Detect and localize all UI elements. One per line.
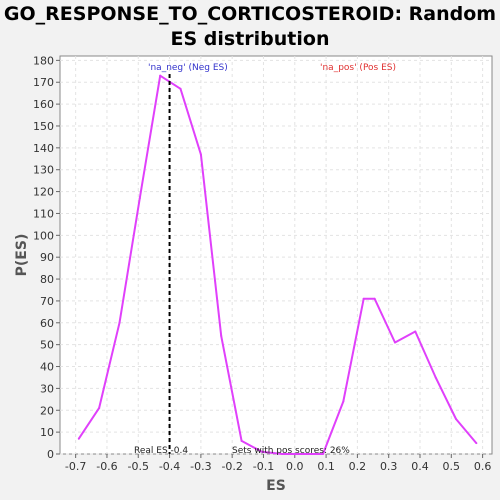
y-tick-label: 160: [33, 98, 54, 111]
x-tick-label: -0.5: [128, 460, 149, 473]
x-tick-label: -0.6: [96, 460, 117, 473]
series-point: [342, 400, 345, 403]
x-tick-label: 0.5: [443, 460, 461, 473]
x-tick-label: 0.3: [380, 460, 398, 473]
series-point: [240, 439, 243, 442]
real-es-label: Real ES -0.4: [134, 446, 188, 456]
series-point: [179, 87, 182, 90]
series-point: [118, 321, 121, 324]
series-point: [434, 376, 437, 379]
chart-title-line-1: GO_RESPONSE_TO_CORTICOSTEROID: Random: [3, 3, 497, 25]
series-layer: [77, 74, 478, 455]
y-tick-label: 170: [33, 76, 54, 89]
series-point: [199, 153, 202, 156]
y-tick-label: 120: [33, 186, 54, 199]
x-axis-label: ES: [266, 478, 286, 494]
y-tick-label: 180: [33, 54, 54, 67]
series-point: [98, 407, 101, 410]
series-point: [301, 453, 304, 455]
y-tick-label: 130: [33, 164, 54, 177]
x-tick-label: 0.6: [474, 460, 492, 473]
series-point: [373, 297, 376, 300]
x-tick-label: -0.3: [190, 460, 211, 473]
neg-es-label: 'na_neg' (Neg ES): [148, 63, 228, 73]
y-tick-label: 40: [40, 361, 54, 374]
y-tick-label: 10: [40, 426, 54, 439]
series-point: [281, 453, 284, 455]
x-tick-label: 0.1: [317, 460, 335, 473]
x-tick-label: 0.0: [286, 460, 304, 473]
plot-area: [59, 55, 493, 455]
series-point: [393, 341, 396, 344]
series-point: [475, 442, 478, 445]
y-tick-label: 140: [33, 142, 54, 155]
series-point: [260, 450, 263, 453]
chart-title: GO_RESPONSE_TO_CORTICOSTEROID: Random ES…: [0, 2, 500, 52]
y-tick-label: 100: [33, 229, 54, 242]
grid: [60, 56, 492, 455]
y-tick-label: 90: [40, 251, 54, 264]
series-point: [321, 453, 324, 455]
series-point: [414, 330, 417, 333]
y-tick-label: 70: [40, 295, 54, 308]
y-tick-label: 50: [40, 339, 54, 352]
x-tick-label: -0.7: [65, 460, 86, 473]
y-tick-label: 20: [40, 404, 54, 417]
x-tick-label: -0.2: [221, 460, 242, 473]
series-point: [362, 297, 365, 300]
series-point: [159, 74, 162, 77]
y-tick-label: 150: [33, 120, 54, 133]
series-point: [220, 334, 223, 337]
y-tick-label: 0: [47, 448, 54, 461]
y-axis-label: P(ES): [14, 234, 30, 277]
x-tick-label: 0.4: [411, 460, 429, 473]
x-tick-label: -0.4: [159, 460, 180, 473]
y-tick-label: 110: [33, 207, 54, 220]
chart-title-line-2: ES distribution: [170, 28, 330, 50]
y-tick-label: 80: [40, 273, 54, 286]
series-point: [455, 418, 457, 421]
axes: -0.7 -0.6 -0.5 -0.4 -0.3 -0.2 -0.1 0.0 0.1 0.2 0.3…: [14, 54, 491, 494]
pos-es-label: 'na_pos' (Pos ES): [320, 63, 396, 73]
annotations: 'na_neg' (Neg ES) 'na_pos' (Pos ES) Real E…: [134, 63, 396, 456]
pos-scores-label: Sets with pos scores: 26%: [232, 446, 350, 456]
y-tick-label: 30: [40, 382, 54, 395]
series-point: [77, 437, 80, 440]
series-point: [138, 197, 141, 200]
x-tick-label: 0.2: [349, 460, 367, 473]
y-tick-label: 60: [40, 317, 54, 330]
x-tick-label: -0.1: [253, 460, 274, 473]
